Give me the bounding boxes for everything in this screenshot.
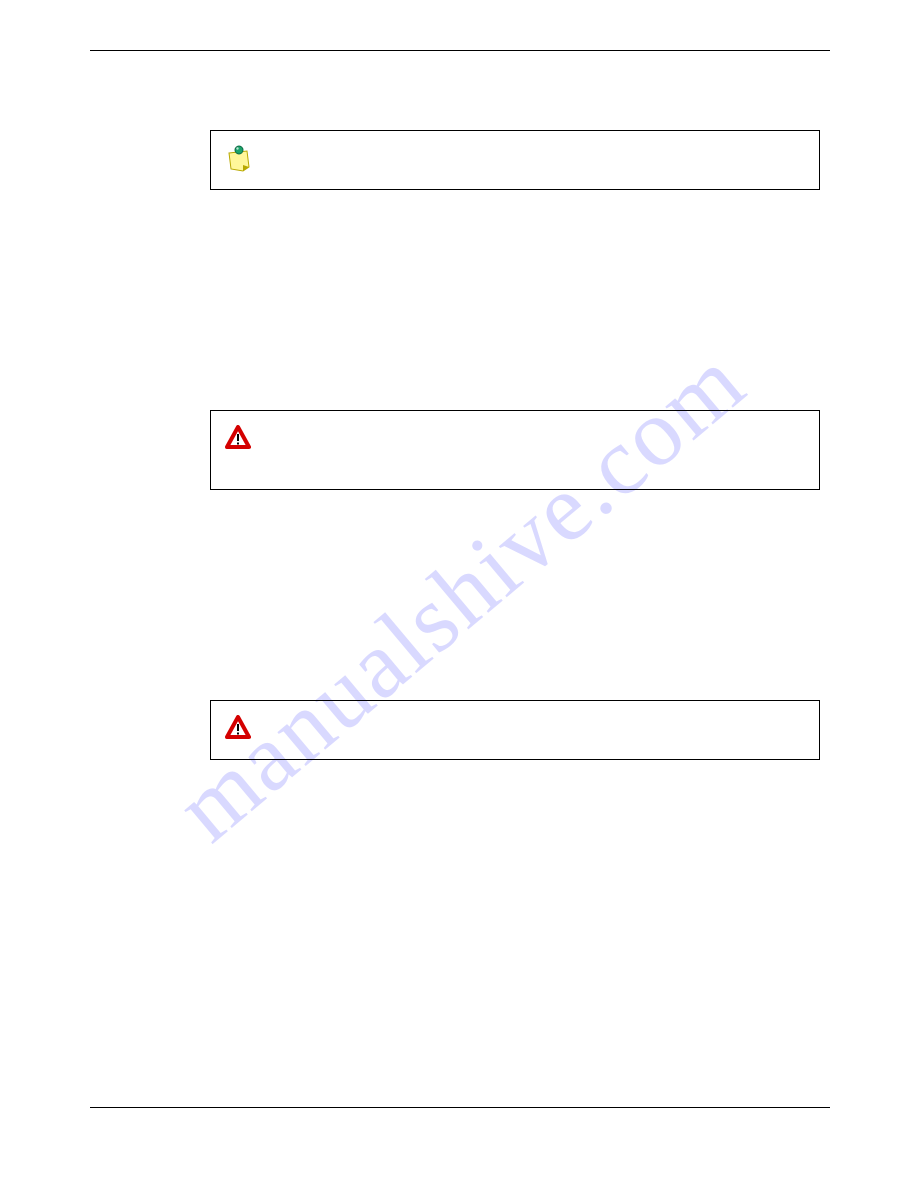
sticky-note-icon — [225, 143, 255, 180]
warning-triangle-icon — [225, 713, 251, 744]
footer-rule — [90, 1107, 830, 1108]
page-content: manualshive.com — [90, 50, 830, 1138]
note-callout — [210, 130, 820, 190]
warning-callout — [210, 700, 820, 760]
warning-triangle-icon — [225, 423, 251, 454]
warning-callout — [210, 410, 820, 490]
header-rule — [90, 50, 830, 51]
watermark-text: manualshive.com — [154, 325, 765, 863]
